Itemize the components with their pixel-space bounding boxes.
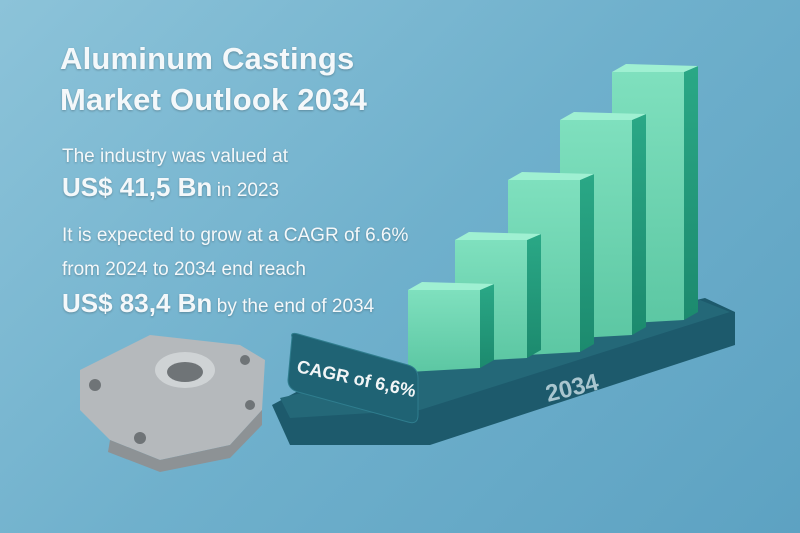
value-2034-suffix: by the end of 2034 <box>216 296 375 317</box>
title-line-1: Aluminum Castings <box>60 41 355 76</box>
value-2023-line: US$ 41,5 Bn in 2023 <box>62 172 279 203</box>
valued-intro: The industry was valued at <box>62 146 289 167</box>
value-2034: US$ 83,4 Bn <box>62 288 213 318</box>
title-line-2: Market Outlook 2034 <box>60 82 368 117</box>
bar-1 <box>408 282 494 372</box>
value-2023: US$ 41,5 Bn <box>62 172 213 202</box>
growth-line: It is expected to grow at a CAGR of 6.6% <box>62 225 409 246</box>
page-title: Aluminum Castings Market Outlook 2034 <box>60 38 367 120</box>
value-2034-line: US$ 83,4 Bn by the end of 2034 <box>62 288 374 319</box>
period-line: from 2024 to 2034 end reach <box>62 259 307 280</box>
cagr-tag: CAGR of 6,6% <box>287 332 419 424</box>
aluminum-casting-image <box>80 335 265 472</box>
value-2023-suffix: in 2023 <box>216 180 280 201</box>
